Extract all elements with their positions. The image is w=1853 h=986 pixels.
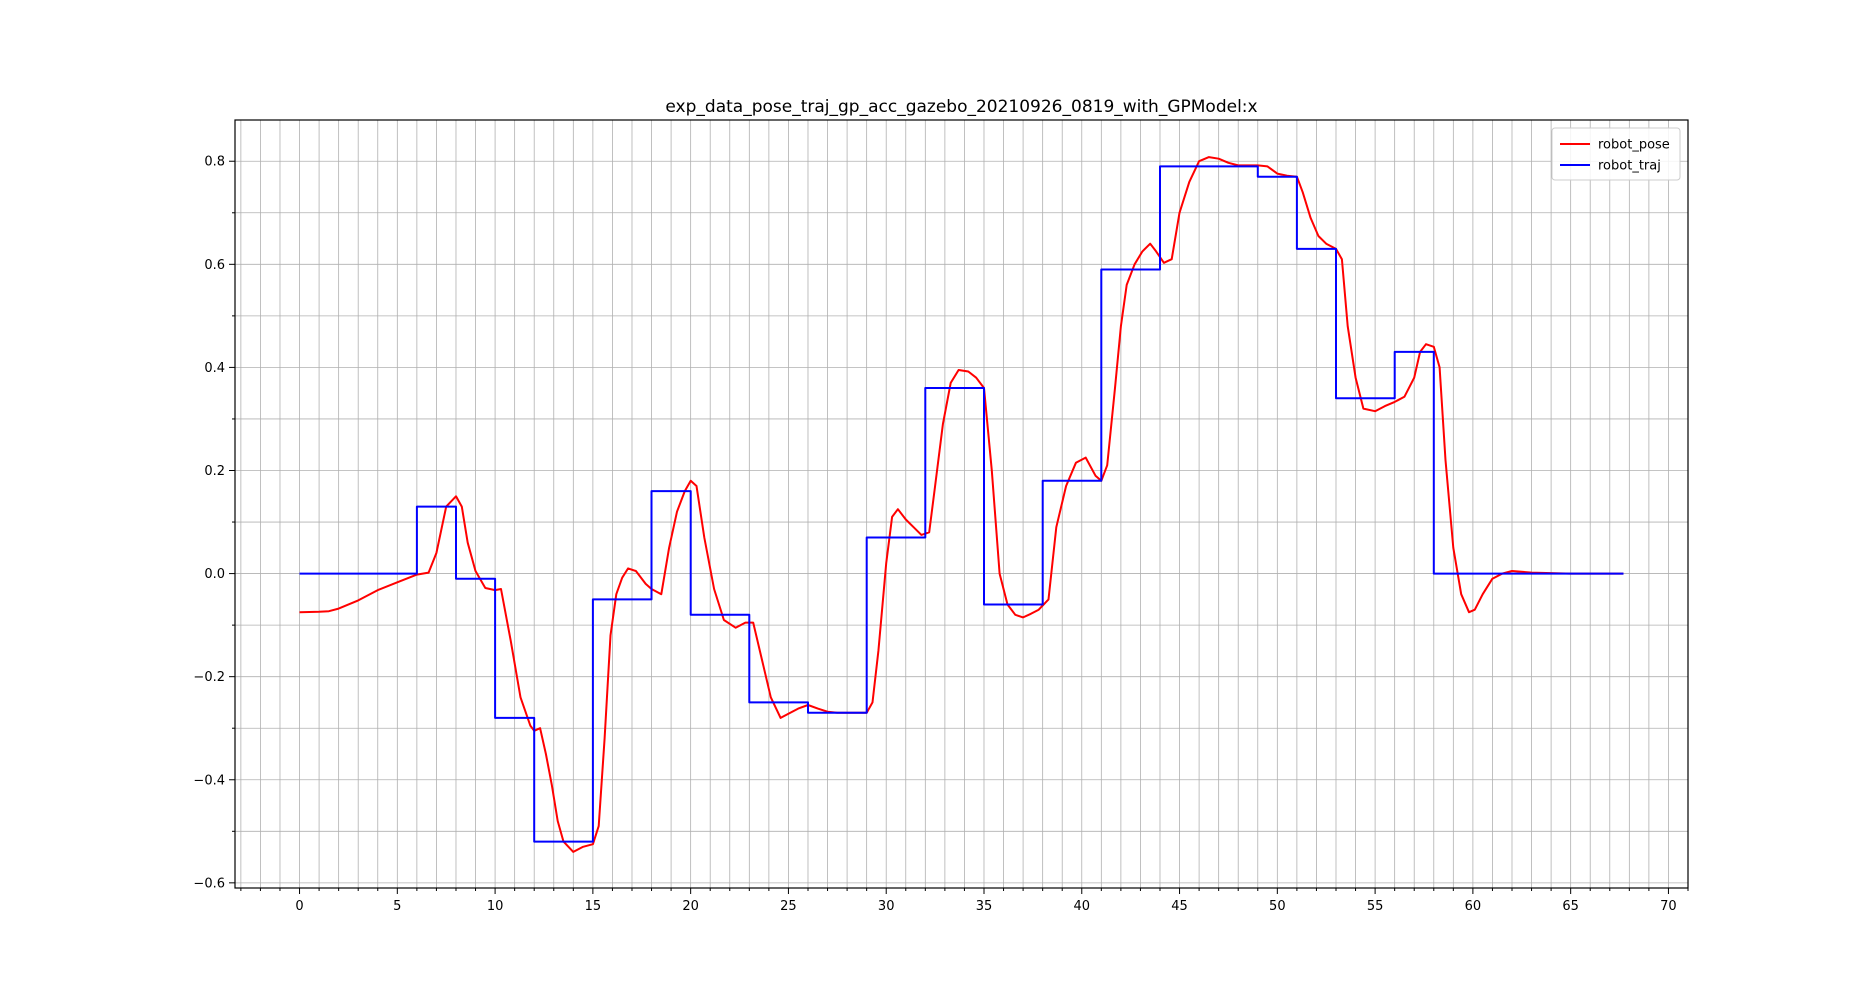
y-tick-label: 0.0 (204, 567, 225, 582)
y-tick-label: −0.6 (193, 876, 225, 891)
y-tick-label: 0.2 (204, 464, 225, 479)
x-tick-label: 40 (1073, 899, 1090, 914)
x-tick-label: 60 (1465, 899, 1482, 914)
legend-box (1551, 127, 1681, 181)
grid-lines (235, 120, 1689, 888)
x-tick-label: 70 (1660, 899, 1677, 914)
x-tick-label: 5 (393, 899, 401, 914)
x-tick-label: 25 (780, 899, 797, 914)
y-tick-label: 0.4 (204, 361, 225, 376)
y-tick-label: 0.8 (204, 155, 225, 170)
chart-title: exp_data_pose_traj_gp_acc_gazebo_2021092… (665, 97, 1257, 117)
x-tick-label: 30 (878, 899, 895, 914)
series-line-robot-traj (299, 165, 1624, 843)
x-tick-label: 0 (295, 899, 303, 914)
x-tick-label: 65 (1562, 899, 1579, 914)
axis-ticks: 0 5 10 15 20 25 30 35 40 45 50 55 60 65 70 −0.6 −0.4 −0.2… (193, 155, 1689, 914)
x-tick-label: 10 (487, 899, 504, 914)
x-tick-label: 50 (1269, 899, 1286, 914)
x-tick-label: 20 (682, 899, 699, 914)
y-tick-label: 0.6 (204, 258, 225, 273)
y-tick-label: −0.2 (193, 670, 225, 685)
plot-frame (234, 119, 1689, 889)
legend-label: robot_traj (1598, 159, 1661, 174)
x-tick-label: 35 (976, 899, 993, 914)
legend: robot_pose robot_traj (1551, 127, 1681, 181)
y-tick-label: −0.4 (193, 773, 225, 788)
x-tick-label: 15 (585, 899, 602, 914)
legend-label: robot_pose (1598, 138, 1670, 153)
x-tick-label: 55 (1367, 899, 1384, 914)
plot-series (299, 156, 1624, 853)
x-tick-label: 45 (1171, 899, 1188, 914)
series-line-robot-pose (299, 156, 1624, 853)
